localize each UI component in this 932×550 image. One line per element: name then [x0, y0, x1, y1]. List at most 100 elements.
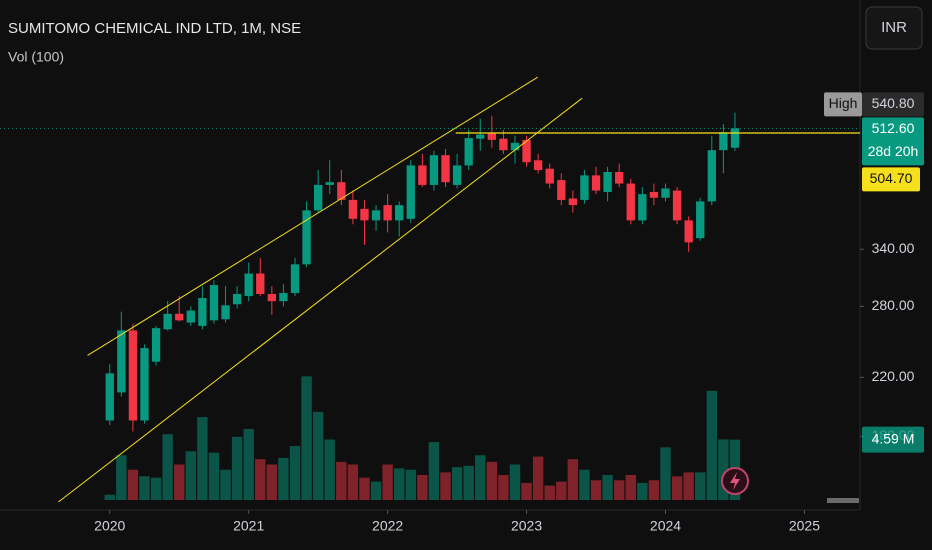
volume-bar [613, 480, 625, 500]
volume-bar [451, 467, 463, 500]
candle-body [325, 182, 334, 185]
candle-body [290, 264, 300, 293]
candle-body [117, 330, 126, 393]
candle-body [348, 199, 358, 219]
volume-bar [475, 455, 486, 500]
candle-body [661, 188, 670, 198]
volume-bar [567, 459, 579, 500]
currency-label[interactable]: INR [881, 19, 907, 36]
candle-body [452, 165, 462, 185]
volume-last-box [862, 426, 924, 453]
volume-bar [405, 469, 416, 500]
volume-bar [104, 494, 115, 500]
volume-bar [127, 469, 139, 500]
candle-body [603, 172, 612, 192]
candle-body [557, 180, 566, 200]
volume-bar [116, 455, 127, 500]
x-tick-label: 2024 [650, 518, 681, 534]
volume-bar [544, 485, 555, 500]
volume-bar [556, 481, 567, 500]
volume-title: Vol (100) [8, 49, 64, 65]
volume-bar [637, 482, 648, 500]
high-box [862, 92, 924, 117]
candle-body [707, 150, 716, 202]
flash-glyph [730, 472, 740, 490]
volume-bar [428, 442, 440, 500]
candle-body [175, 313, 184, 321]
volume-bar [289, 446, 301, 500]
volume-bar [393, 468, 405, 500]
candle-body [441, 155, 450, 183]
volume-bar [683, 472, 694, 500]
candle-body [302, 210, 311, 265]
volume-bar [695, 472, 706, 500]
y-tick-label: 280.00 [872, 297, 915, 313]
volume-bar [255, 459, 266, 500]
candle-body [429, 155, 439, 185]
candle-body [638, 194, 647, 221]
candle-body [267, 294, 277, 302]
volume-bar [324, 439, 335, 500]
level-box [862, 167, 920, 192]
candle-body [591, 175, 601, 191]
volume-bar [382, 464, 393, 500]
candle-body [730, 128, 740, 148]
x-tick-label: 2023 [511, 518, 542, 534]
volume-bar [150, 477, 162, 500]
volume-bar [532, 456, 544, 500]
candle-body [383, 205, 392, 221]
candle-body [209, 285, 219, 321]
currency-button[interactable] [865, 6, 923, 50]
candle-body [510, 142, 520, 151]
volume-bar [174, 464, 185, 500]
candle-body [221, 305, 230, 320]
x-tick-label: 2022 [372, 518, 403, 534]
volume-bar [590, 480, 602, 500]
volume-bar [347, 464, 359, 500]
volume-bar [266, 464, 278, 500]
volume-bar [197, 417, 208, 500]
candle-body [140, 348, 149, 421]
volume-bar [220, 469, 231, 500]
candle-body [163, 313, 172, 330]
y-tick-label: 220.00 [872, 368, 915, 384]
candle-body [418, 165, 427, 185]
volume-bar [370, 481, 382, 500]
volume-bar [463, 465, 474, 500]
candle-body [476, 134, 485, 139]
high-tag-label: High [829, 95, 858, 111]
candle-body [499, 138, 508, 151]
volume-bar [162, 434, 173, 500]
candle-body [649, 191, 659, 198]
volume-bar [660, 447, 671, 500]
candle-body [371, 210, 381, 221]
candle-body [487, 132, 496, 140]
level-label: 504.70 [870, 170, 913, 186]
volume-bar [231, 436, 243, 500]
candle-body [360, 208, 369, 221]
candle-body [522, 139, 531, 163]
candle-body [568, 198, 578, 206]
candle-body [672, 190, 682, 221]
countdown-label: 28d 20h [868, 143, 919, 159]
volume-bar [243, 428, 254, 500]
candle-body [464, 138, 473, 166]
volume-bar [509, 464, 521, 500]
volume-bar [486, 461, 498, 500]
candle-body [696, 201, 705, 239]
volume-bar [648, 480, 660, 500]
volume-bar [139, 476, 150, 500]
candle-body [313, 184, 323, 211]
volume-bar [625, 475, 636, 500]
x-tick-label: 2025 [789, 518, 820, 534]
volume-bar [706, 390, 718, 500]
high-label: 540.80 [872, 95, 915, 111]
volume-bar [440, 472, 451, 500]
volume-bar [336, 461, 347, 500]
candle-body [615, 172, 624, 184]
scroll-handle[interactable] [827, 498, 859, 503]
volume-bar [671, 476, 683, 500]
